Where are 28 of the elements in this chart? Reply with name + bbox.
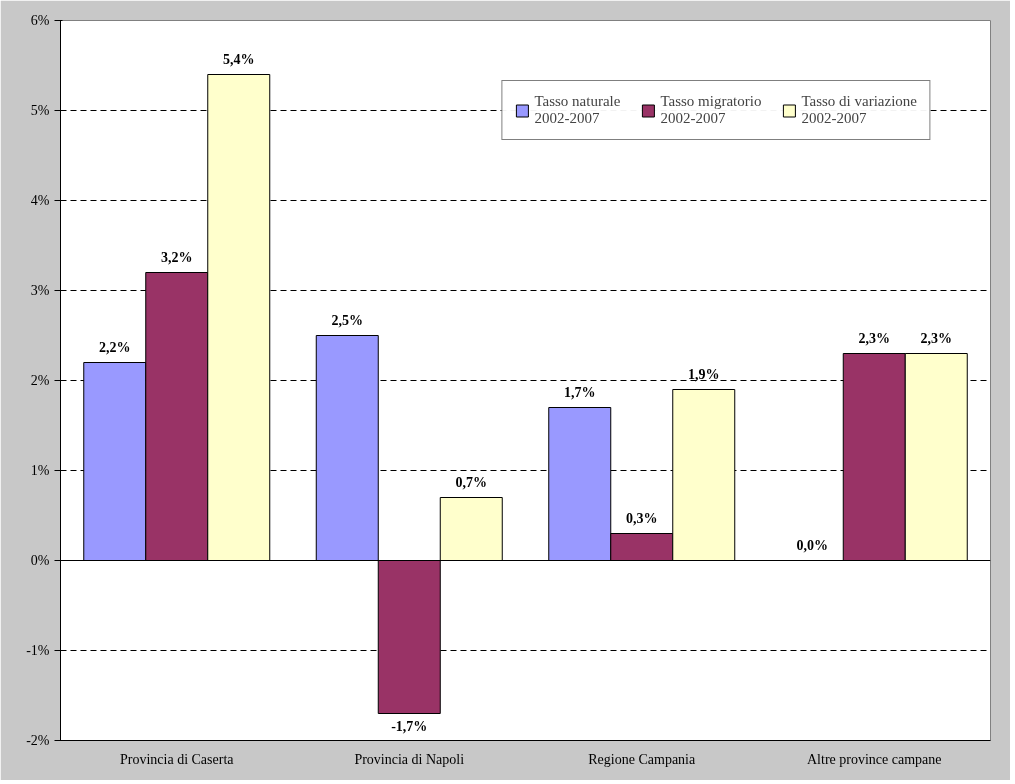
y-tick-label: 4% xyxy=(30,193,50,208)
data-label: 1,7% xyxy=(564,385,596,401)
data-label: 2,3% xyxy=(858,331,890,347)
y-tick-label: 3% xyxy=(30,283,50,298)
y-tick-label: -2% xyxy=(26,733,50,748)
data-label: 2,2% xyxy=(99,340,131,356)
data-label: -1,7% xyxy=(391,718,428,734)
data-label: 3,2% xyxy=(161,250,193,266)
y-tick-label: -1% xyxy=(26,643,50,658)
legend-label: Tasso di variazione 2002-2007 xyxy=(801,93,917,127)
y-tick-label: 1% xyxy=(30,463,50,478)
data-label: 1,9% xyxy=(688,367,720,383)
y-tick-label: 0% xyxy=(30,553,50,568)
legend-label: Tasso migratorio 2002-2007 xyxy=(660,93,762,127)
data-label: 2,3% xyxy=(920,331,952,347)
data-label: 0,0% xyxy=(796,538,828,554)
data-label: 5,4% xyxy=(223,52,255,68)
x-tick-label: Provincia di Caserta xyxy=(119,751,235,767)
x-tick-label: Regione Campania xyxy=(588,751,696,767)
x-tick-label: Provincia di Napoli xyxy=(354,751,465,767)
y-tick-label: 6% xyxy=(30,13,50,28)
legend-label: Tasso naturale 2002-2007 xyxy=(534,93,621,127)
data-label: 0,7% xyxy=(455,475,487,491)
data-label: 0,3% xyxy=(626,511,658,527)
y-tick-label: 2% xyxy=(30,373,50,388)
y-tick-label: 5% xyxy=(30,103,50,118)
x-tick-label: Altre province campane xyxy=(807,751,942,767)
data-label: 2,5% xyxy=(331,313,363,329)
